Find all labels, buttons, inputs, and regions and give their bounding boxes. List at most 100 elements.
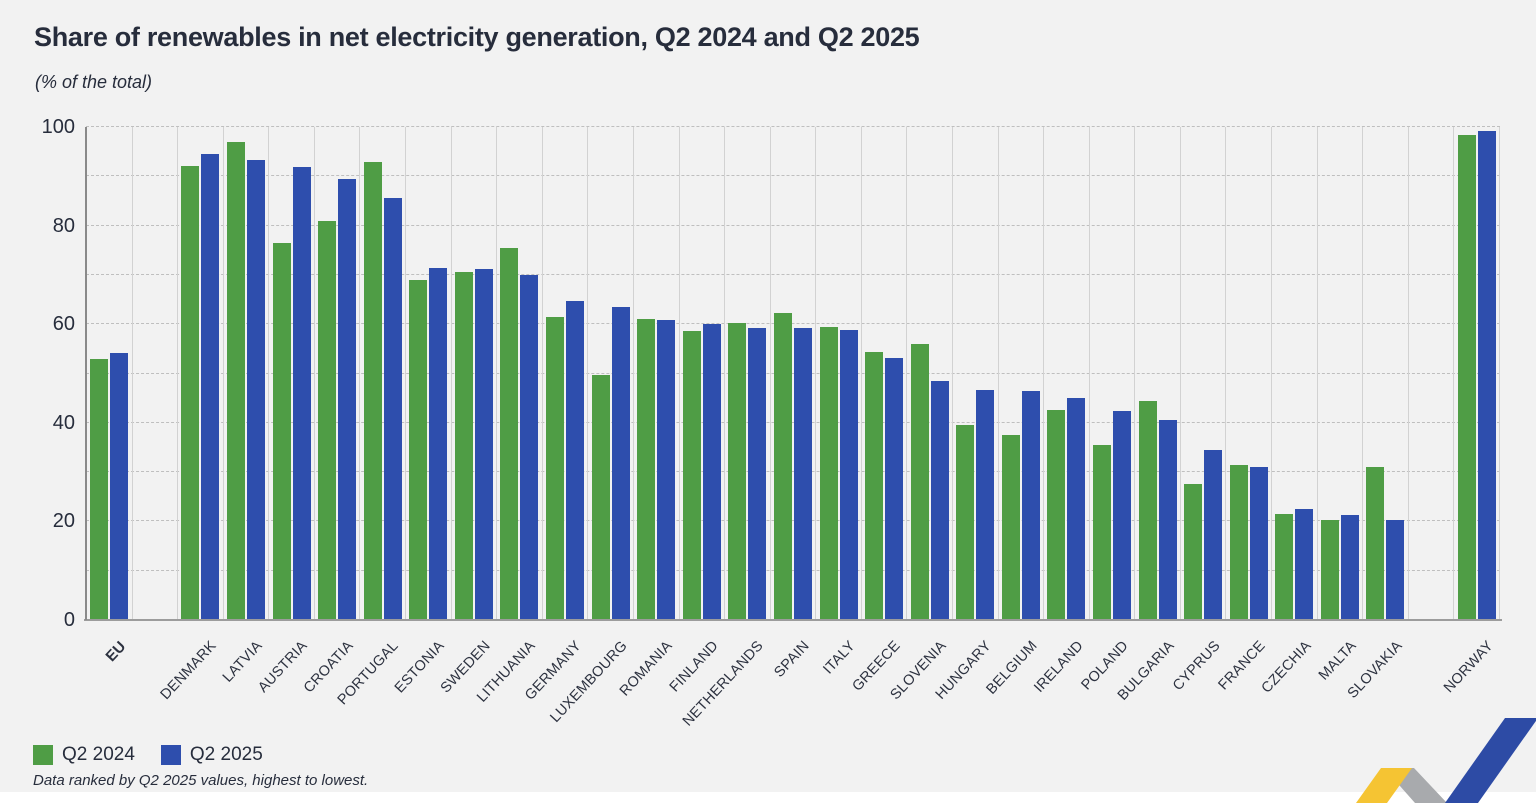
column-poland xyxy=(1088,127,1135,620)
bar-q2-2025-slovakia xyxy=(1386,520,1405,620)
column-netherlands xyxy=(724,127,770,620)
x-label-belgium: BELGIUM xyxy=(983,638,1041,698)
bar-q2-2025-finland xyxy=(702,324,721,620)
bar-q2-2024-norway xyxy=(1457,134,1476,620)
x-axis-baseline xyxy=(84,619,1502,621)
gridline-70 xyxy=(86,273,1500,275)
gridline-20 xyxy=(86,520,1500,522)
bar-q2-2025-cyprus xyxy=(1204,449,1223,620)
bar-q2-2024-greece xyxy=(865,352,884,620)
y-tick-0: 0 xyxy=(63,609,75,631)
x-label-romania: ROMANIA xyxy=(617,638,676,700)
x-label-luxembourg: LUXEMBOURG xyxy=(546,638,631,726)
logo-yellow-band xyxy=(1356,768,1412,803)
x-label-france: FRANCE xyxy=(1215,638,1269,694)
bar-pair-estonia xyxy=(406,267,451,620)
logo-blue-band xyxy=(1445,718,1536,803)
x-label-lithuania: LITHUANIA xyxy=(474,638,540,706)
gridline-30 xyxy=(86,471,1500,473)
bar-q2-2025-belgium xyxy=(1021,390,1040,620)
bar-pair-croatia xyxy=(315,178,360,620)
bar-q2-2024-france xyxy=(1229,464,1248,620)
bar-q2-2024-austria xyxy=(272,242,291,620)
bar-q2-2024-croatia xyxy=(318,220,337,620)
bar-q2-2024-finland xyxy=(682,331,701,620)
bar-pair-luxembourg xyxy=(588,307,633,620)
legend-label-q2-2025: Q2 2025 xyxy=(189,744,263,765)
column-malta xyxy=(1316,127,1363,620)
x-label-austria: AUSTRIA xyxy=(255,638,311,696)
bar-q2-2025-romania xyxy=(657,320,676,620)
column-germany xyxy=(541,127,588,620)
column-czechia xyxy=(1271,127,1317,620)
gridline-10 xyxy=(86,569,1500,571)
bar-q2-2024-poland xyxy=(1093,445,1111,620)
column-sweden xyxy=(450,127,497,620)
bar-pair-ireland xyxy=(1044,398,1089,620)
column-greece xyxy=(860,127,907,620)
y-tick-60: 60 xyxy=(52,313,75,336)
bar-pair-eu xyxy=(87,353,132,620)
column-lithuania xyxy=(496,127,542,620)
x-label-estonia: ESTONIA xyxy=(391,638,448,697)
bar-q2-2025-slovenia xyxy=(930,381,949,620)
column-ireland xyxy=(1043,127,1089,620)
bar-pair-netherlands xyxy=(725,323,770,620)
bar-pair-sweden xyxy=(452,269,497,620)
bar-q2-2025-lithuania xyxy=(520,275,539,620)
column-norway xyxy=(1453,127,1500,620)
column-italy xyxy=(815,127,861,620)
bar-q2-2024-germany xyxy=(546,316,565,620)
column-hungary xyxy=(951,127,998,620)
bar-q2-2025-bulgaria xyxy=(1158,420,1177,620)
bar-q2-2025-sweden xyxy=(474,269,493,620)
bar-q2-2025-poland xyxy=(1113,410,1131,620)
bar-pair-latvia xyxy=(224,141,269,620)
x-label-greece: GREECE xyxy=(849,638,904,695)
x-axis-category-labels: EU DENMARK LATVIA AUSTRIA CROATIA PORTUGAL EST… xyxy=(86,630,1500,760)
bar-q2-2025-italy xyxy=(839,330,858,620)
x-label-cyprus: CYPRUS xyxy=(1169,638,1224,694)
bar-pair-bulgaria xyxy=(1135,401,1180,620)
x-label-ireland: IRELAND xyxy=(1030,638,1087,696)
legend: Q2 2024 Q2 2025 xyxy=(33,744,263,766)
column-finland xyxy=(678,127,725,620)
gridline-100 xyxy=(86,126,1500,127)
bar-q2-2024-romania xyxy=(637,319,656,620)
column-luxembourg xyxy=(587,127,633,620)
bar-pair-austria xyxy=(269,167,314,620)
bar-q2-2024-eu xyxy=(90,359,109,620)
bar-pair-slovakia xyxy=(1363,466,1408,620)
bar-q2-2024-portugal xyxy=(363,161,382,620)
bar-q2-2025-netherlands xyxy=(748,327,767,620)
bar-q2-2025-spain xyxy=(793,328,812,620)
x-label-spain: SPAIN xyxy=(771,638,813,681)
bar-q2-2024-cyprus xyxy=(1184,484,1203,620)
bar-pair-romania xyxy=(634,319,679,620)
x-label-bulgaria: BULGARIA xyxy=(1114,638,1178,704)
legend-swatch-q2-2024 xyxy=(33,745,53,765)
bar-pair-hungary xyxy=(953,389,998,620)
column-croatia xyxy=(313,127,360,620)
bar-q2-2024-hungary xyxy=(956,424,975,620)
bar-pair-czechia xyxy=(1272,509,1317,620)
x-label-finland: FINLAND xyxy=(666,638,722,696)
bar-q2-2025-denmark xyxy=(201,154,220,620)
x-label-italy: ITALY xyxy=(819,638,859,678)
y-tick-20: 20 xyxy=(52,510,75,533)
bar-q2-2025-malta xyxy=(1340,514,1359,620)
bar-q2-2025-austria xyxy=(292,167,311,620)
y-tick-100: 100 xyxy=(41,116,75,138)
y-axis-line xyxy=(85,127,87,620)
gridline-90 xyxy=(86,175,1500,177)
legend-swatch-q2-2025 xyxy=(160,745,181,765)
bar-pair-belgium xyxy=(999,390,1044,620)
gridline-40 xyxy=(86,421,1500,423)
column-slovakia xyxy=(1362,127,1408,620)
spacer-column xyxy=(1407,127,1454,620)
column-france xyxy=(1225,127,1271,620)
bar-q2-2024-luxembourg xyxy=(591,374,610,620)
bar-q2-2025-czechia xyxy=(1295,509,1314,620)
bar-q2-2025-greece xyxy=(885,358,904,620)
bar-q2-2024-slovenia xyxy=(910,344,929,620)
